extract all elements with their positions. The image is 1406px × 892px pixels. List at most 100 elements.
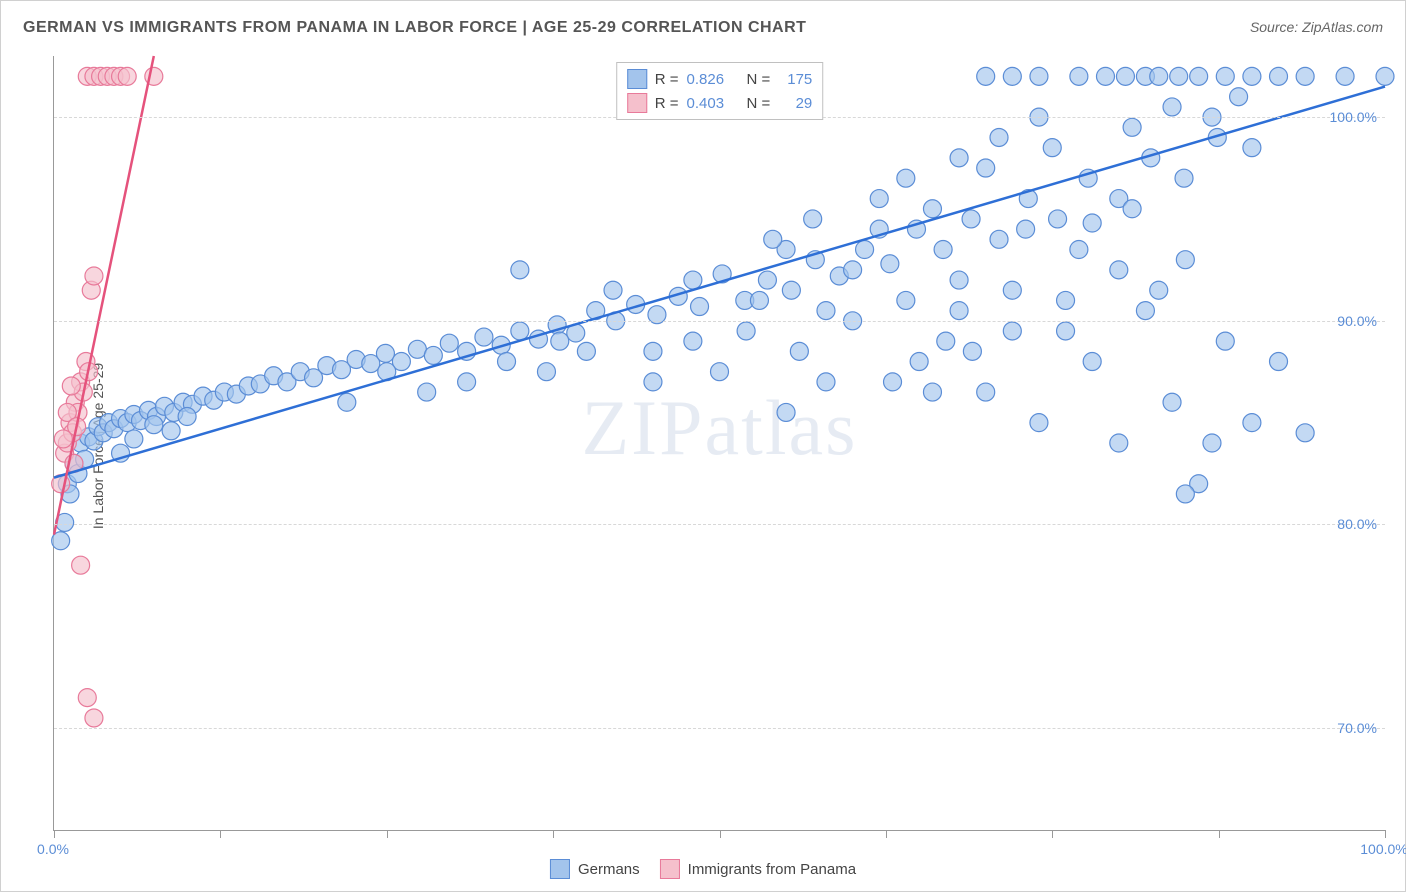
data-point [54,430,72,448]
x-tick-label: 0.0% [37,841,69,857]
data-point [691,298,709,316]
stat-n-value: 29 [778,95,812,112]
data-point [1376,67,1394,85]
stat-r-label: R = [655,95,679,112]
data-point [78,689,96,707]
data-point [950,149,968,167]
data-point [1243,139,1261,157]
data-point [777,403,795,421]
data-point [62,377,80,395]
data-point [537,363,555,381]
data-point [711,363,729,381]
data-point [418,383,436,401]
data-point [1296,424,1314,442]
x-tick [54,830,55,838]
data-point [1003,67,1021,85]
data-point [118,67,136,85]
data-point [1030,67,1048,85]
data-point [1150,281,1168,299]
data-point [856,241,874,259]
data-point [1116,67,1134,85]
data-point [440,334,458,352]
data-point [424,346,442,364]
data-point [910,353,928,371]
y-tick-label: 70.0% [1337,720,1377,736]
data-point [1003,281,1021,299]
data-point [162,422,180,440]
trend-line [54,87,1385,478]
y-tick-label: 80.0% [1337,516,1377,532]
data-point [145,416,163,434]
legend-swatch [660,859,680,879]
data-point [1123,200,1141,218]
data-point [1190,67,1208,85]
legend-swatch [627,69,647,89]
data-point [884,373,902,391]
data-point [782,281,800,299]
data-point [1083,214,1101,232]
data-point [1057,322,1075,340]
data-point [1163,98,1181,116]
x-tick [720,830,721,838]
x-tick [1385,830,1386,838]
data-point [1070,241,1088,259]
data-point [577,342,595,360]
x-tick [1219,830,1220,838]
data-point [1270,67,1288,85]
data-point [1110,434,1128,452]
data-point [1230,88,1248,106]
legend-series-item: Germans [550,859,640,879]
data-point [684,332,702,350]
data-point [817,373,835,391]
chart-container: GERMAN VS IMMIGRANTS FROM PANAMA IN LABO… [0,0,1406,892]
legend-series-label: Immigrants from Panama [688,861,856,878]
data-point [937,332,955,350]
data-point [897,291,915,309]
data-point [1030,414,1048,432]
data-point [1336,67,1354,85]
data-point [1043,139,1061,157]
stat-n-value: 175 [778,71,812,88]
data-point [977,159,995,177]
x-tick [886,830,887,838]
data-point [1175,169,1193,187]
source-label: Source: ZipAtlas.com [1250,19,1383,35]
data-point [644,342,662,360]
legend-series-item: Immigrants from Panama [660,859,856,879]
legend-swatch [550,859,570,879]
data-point [458,373,476,391]
x-tick [220,830,221,838]
data-point [1176,251,1194,269]
plot-area: ZIPatlas R =0.826N =175R =0.403N =29 70.… [53,56,1385,831]
x-tick [553,830,554,838]
data-point [1216,67,1234,85]
data-point [475,328,493,346]
gridline [54,321,1385,322]
data-point [963,342,981,360]
data-point [977,383,995,401]
data-point [551,332,569,350]
data-point [881,255,899,273]
data-point [1070,67,1088,85]
data-point [125,430,143,448]
data-point [1123,118,1141,136]
y-tick-label: 90.0% [1337,313,1377,329]
data-point [990,128,1008,146]
data-point [1150,67,1168,85]
x-tick [387,830,388,838]
gridline [54,524,1385,525]
data-point [72,556,90,574]
data-point [1203,434,1221,452]
legend-series-label: Germans [578,861,640,878]
data-point [85,709,103,727]
data-point [990,230,1008,248]
data-point [962,210,980,228]
data-point [844,261,862,279]
data-point [684,271,702,289]
y-tick-label: 100.0% [1330,109,1377,125]
data-point [1216,332,1234,350]
data-point [1243,67,1261,85]
data-point [1163,393,1181,411]
data-point [408,340,426,358]
data-point [1057,291,1075,309]
